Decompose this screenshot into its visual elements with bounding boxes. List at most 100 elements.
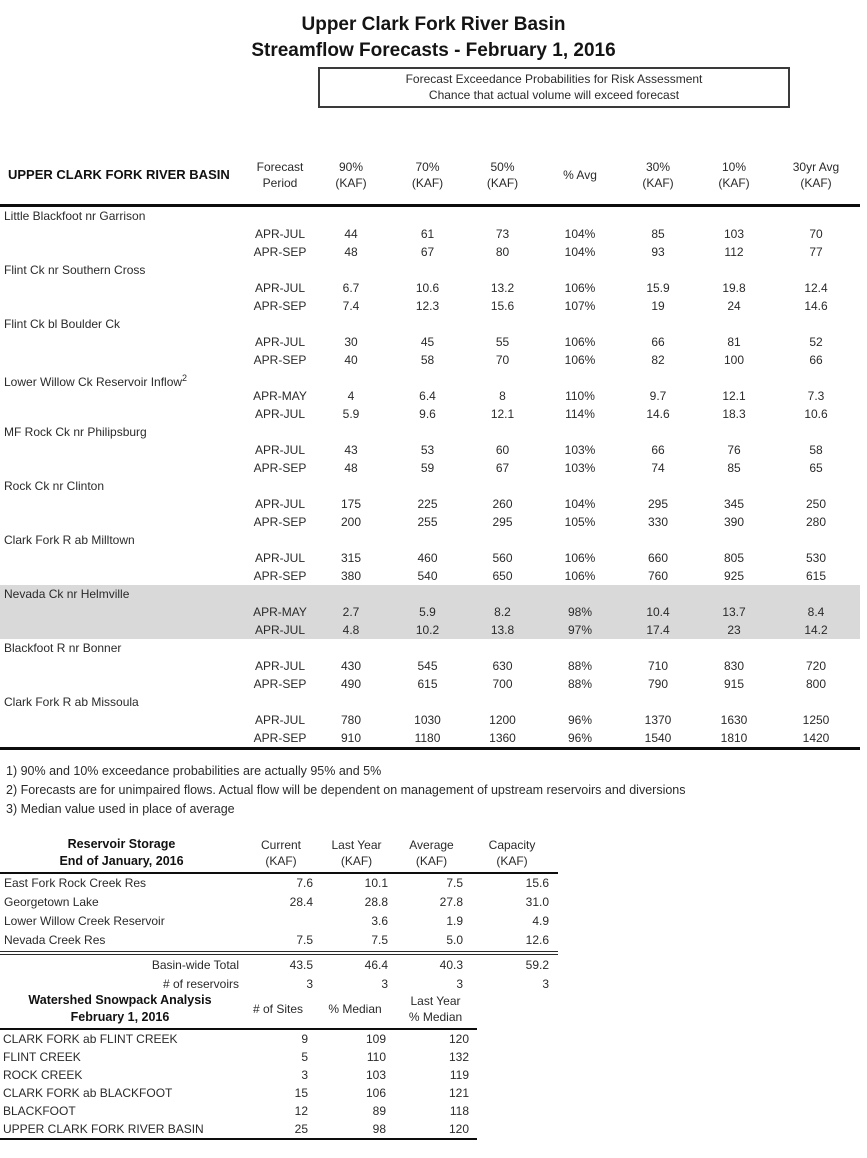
title-block: Upper Clark Fork River Basin Streamflow … (0, 12, 867, 64)
forecast-value: 85 (727, 461, 741, 475)
forecast-value: 60 (495, 443, 510, 457)
forecast-value: 103% (564, 443, 596, 457)
forecast-value: 5.9 (419, 605, 436, 619)
reservoir-summary-row: Basin-wide Total 43.5 46.4 40.3 59.2 (0, 956, 558, 975)
reservoir-title-line1: Reservoir Storage (67, 837, 176, 851)
site-name: Flint Ck bl Boulder Ck (4, 317, 121, 331)
forecast-value: 10.6 (415, 281, 440, 295)
reservoir-summary-value: 3 (456, 977, 463, 991)
forecast-value: 430 (340, 659, 362, 673)
site-name-row: Little Blackfoot nr Garrison (0, 207, 860, 225)
footnote-reference: 2 (182, 373, 188, 383)
forecast-data-row: APR-JUL 4.8 10.2 13.8 97% 17.4 23 14.2 (0, 621, 860, 639)
forecast-value: 88% (567, 677, 593, 691)
forecast-value: 106% (564, 353, 596, 367)
column-header: 70% (KAF) (390, 159, 465, 191)
forecast-value: 88% (567, 659, 593, 673)
forecast-value: 255 (417, 515, 438, 529)
site-name-row: Flint Ck nr Southern Cross (0, 261, 860, 279)
reservoir-value: 5.0 (446, 933, 463, 947)
column-header: % Avg (540, 167, 620, 183)
forecast-value: 8.2 (494, 605, 511, 619)
spacer-cell (0, 225, 248, 243)
snowpack-row: FLINT CREEK 5 110 132 (0, 1048, 477, 1066)
reservoir-table-body: East Fork Rock Creek Res 7.6 10.1 7.5 15.6 Ge… (0, 874, 558, 994)
forecast-value: 4.8 (342, 623, 360, 637)
forecast-value: 1630 (720, 713, 748, 727)
forecast-value: 830 (723, 659, 745, 673)
reservoir-value: 1.9 (446, 914, 463, 928)
forecast-value: 1180 (414, 731, 441, 745)
forecast-value: 630 (492, 659, 513, 673)
forecast-value: 17.4 (646, 623, 670, 637)
forecast-value: 30 (344, 335, 358, 349)
snowpack-value: 98 (372, 1122, 386, 1136)
forecast-data-row: APR-JUL 44 61 73 104% 85 103 70 (0, 225, 860, 243)
snowpack-value: 12 (294, 1104, 308, 1118)
snowpack-value: 110 (366, 1050, 386, 1064)
footnote-1: 1) 90% and 10% exceedance probabilities … (6, 764, 382, 778)
forecast-value: 66 (651, 335, 665, 349)
column-header-line: Last Year (410, 994, 461, 1008)
forecast-value: 106% (564, 335, 596, 349)
site-name-row: Nevada Ck nr Helmville (0, 585, 860, 603)
forecast-value: 43 (344, 443, 358, 457)
site-name-row: Rock Ck nr Clinton (0, 477, 860, 495)
forecast-value: 560 (492, 551, 513, 565)
reservoir-value: 3.6 (371, 914, 388, 928)
forecast-data-row: APR-JUL 43 53 60 103% 66 76 58 (0, 441, 860, 459)
site-name: Clark Fork R ab Missoula (4, 695, 139, 709)
column-header: # of Sites (240, 1001, 316, 1017)
forecast-value: 700 (492, 677, 513, 691)
forecast-value: 175 (340, 497, 362, 511)
forecast-value: 530 (805, 551, 827, 565)
site-name: Nevada Ck nr Helmville (4, 587, 130, 601)
forecast-value: 805 (723, 551, 745, 565)
forecast-period: APR-SEP (253, 461, 307, 475)
reservoir-name: Lower Willow Creek Reservoir (4, 914, 165, 928)
column-header-line: 30yr Avg (792, 159, 840, 174)
site-name: Clark Fork R ab Milltown (4, 533, 135, 547)
forecast-value: 61 (420, 227, 435, 241)
forecast-value: 540 (417, 569, 438, 583)
forecast-value: 760 (647, 569, 669, 583)
forecast-value: 14.6 (646, 407, 670, 421)
forecast-value: 70 (809, 227, 823, 241)
forecast-value: 45 (420, 335, 435, 349)
forecast-value: 70 (495, 353, 510, 367)
forecast-value: 1030 (414, 713, 441, 727)
forecast-period: APR-JUL (254, 497, 305, 511)
forecast-value: 200 (340, 515, 362, 529)
reservoir-name: East Fork Rock Creek Res (4, 876, 147, 890)
forecast-period: APR-JUL (254, 227, 305, 241)
footnotes: 1) 90% and 10% exceedance probabilities … (6, 762, 856, 819)
forecast-value: 55 (495, 335, 510, 349)
forecast-value: 48 (344, 245, 358, 259)
forecast-value: 97% (567, 623, 593, 637)
footnote-2: 2) Forecasts are for unimpaired flows. A… (6, 783, 686, 797)
forecast-value: 790 (647, 677, 669, 691)
forecast-value: 12.3 (415, 299, 440, 313)
snowpack-value: 120 (448, 1032, 469, 1046)
spacer-cell (0, 459, 248, 477)
forecast-period: APR-SEP (253, 731, 307, 745)
forecast-data-row: APR-SEP 48 67 80 104% 93 112 77 (0, 243, 860, 261)
forecast-period: APR-SEP (253, 677, 307, 691)
forecast-period: APR-JUL (254, 551, 305, 565)
forecast-period: APR-JUL (254, 335, 305, 349)
risk-box-line1: Forecast Exceedance Probabilities for Ri… (405, 72, 703, 86)
forecast-value: 18.3 (722, 407, 746, 421)
forecast-value: 106% (564, 569, 596, 583)
forecast-period: APR-SEP (253, 299, 307, 313)
forecast-value: 67 (420, 245, 435, 259)
forecast-data-row: APR-JUL 6.7 10.6 13.2 106% 15.9 19.8 12.4 (0, 279, 860, 297)
forecast-data-row: APR-MAY 2.7 5.9 8.2 98% 10.4 13.7 8.4 (0, 603, 860, 621)
reservoir-value: 28.4 (289, 895, 313, 909)
column-header: 30% (KAF) (620, 159, 696, 191)
reservoir-value: 7.5 (296, 933, 313, 947)
forecast-value: 110% (565, 389, 595, 403)
snowpack-value: 3 (301, 1068, 308, 1082)
forecast-value: 2.7 (342, 605, 360, 619)
reservoir-value: 7.5 (446, 876, 463, 890)
forecast-value: 1810 (720, 731, 748, 745)
